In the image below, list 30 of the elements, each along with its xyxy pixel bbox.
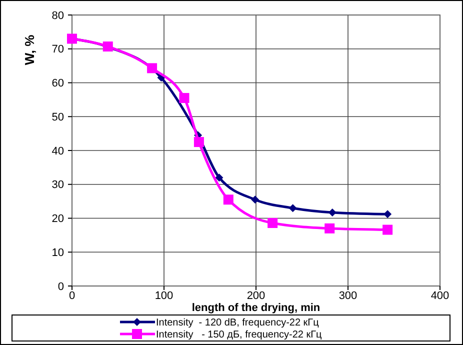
point xyxy=(194,137,204,148)
point xyxy=(215,174,224,182)
x-tick-label: 100 xyxy=(154,290,174,302)
point xyxy=(384,210,392,218)
y-tick-label: 30 xyxy=(52,179,64,192)
x-tick-label: 300 xyxy=(338,290,358,302)
point xyxy=(268,218,278,228)
x-tick-label: 400 xyxy=(430,290,450,302)
point xyxy=(382,224,393,235)
x-tick-label: 200 xyxy=(246,290,266,302)
y-tick-label: 80 xyxy=(52,10,64,22)
y-axis-title: W, % xyxy=(22,34,37,66)
y-tick-label: 70 xyxy=(52,44,64,56)
point xyxy=(179,92,190,103)
x-tick-label: 0 xyxy=(68,290,76,302)
point xyxy=(147,63,158,74)
legend-label: Intensity - 120 dB, frequency-22 кГц xyxy=(156,318,320,328)
point xyxy=(223,194,234,205)
y-tick-label: 10 xyxy=(52,246,64,259)
y-tick-label: 40 xyxy=(52,145,64,158)
x-axis-title: length of the drying, min xyxy=(192,302,320,314)
y-tick-label: 0 xyxy=(58,280,64,293)
point xyxy=(328,208,336,216)
legend-label: Intensity - 150 дБ, frequency-22 кГц xyxy=(156,330,322,340)
point xyxy=(251,196,260,204)
point xyxy=(288,204,297,212)
y-tick-label: 60 xyxy=(52,78,64,90)
y-tick-label: 50 xyxy=(52,111,64,124)
point xyxy=(324,223,335,234)
y-tick-label: 20 xyxy=(52,213,64,226)
